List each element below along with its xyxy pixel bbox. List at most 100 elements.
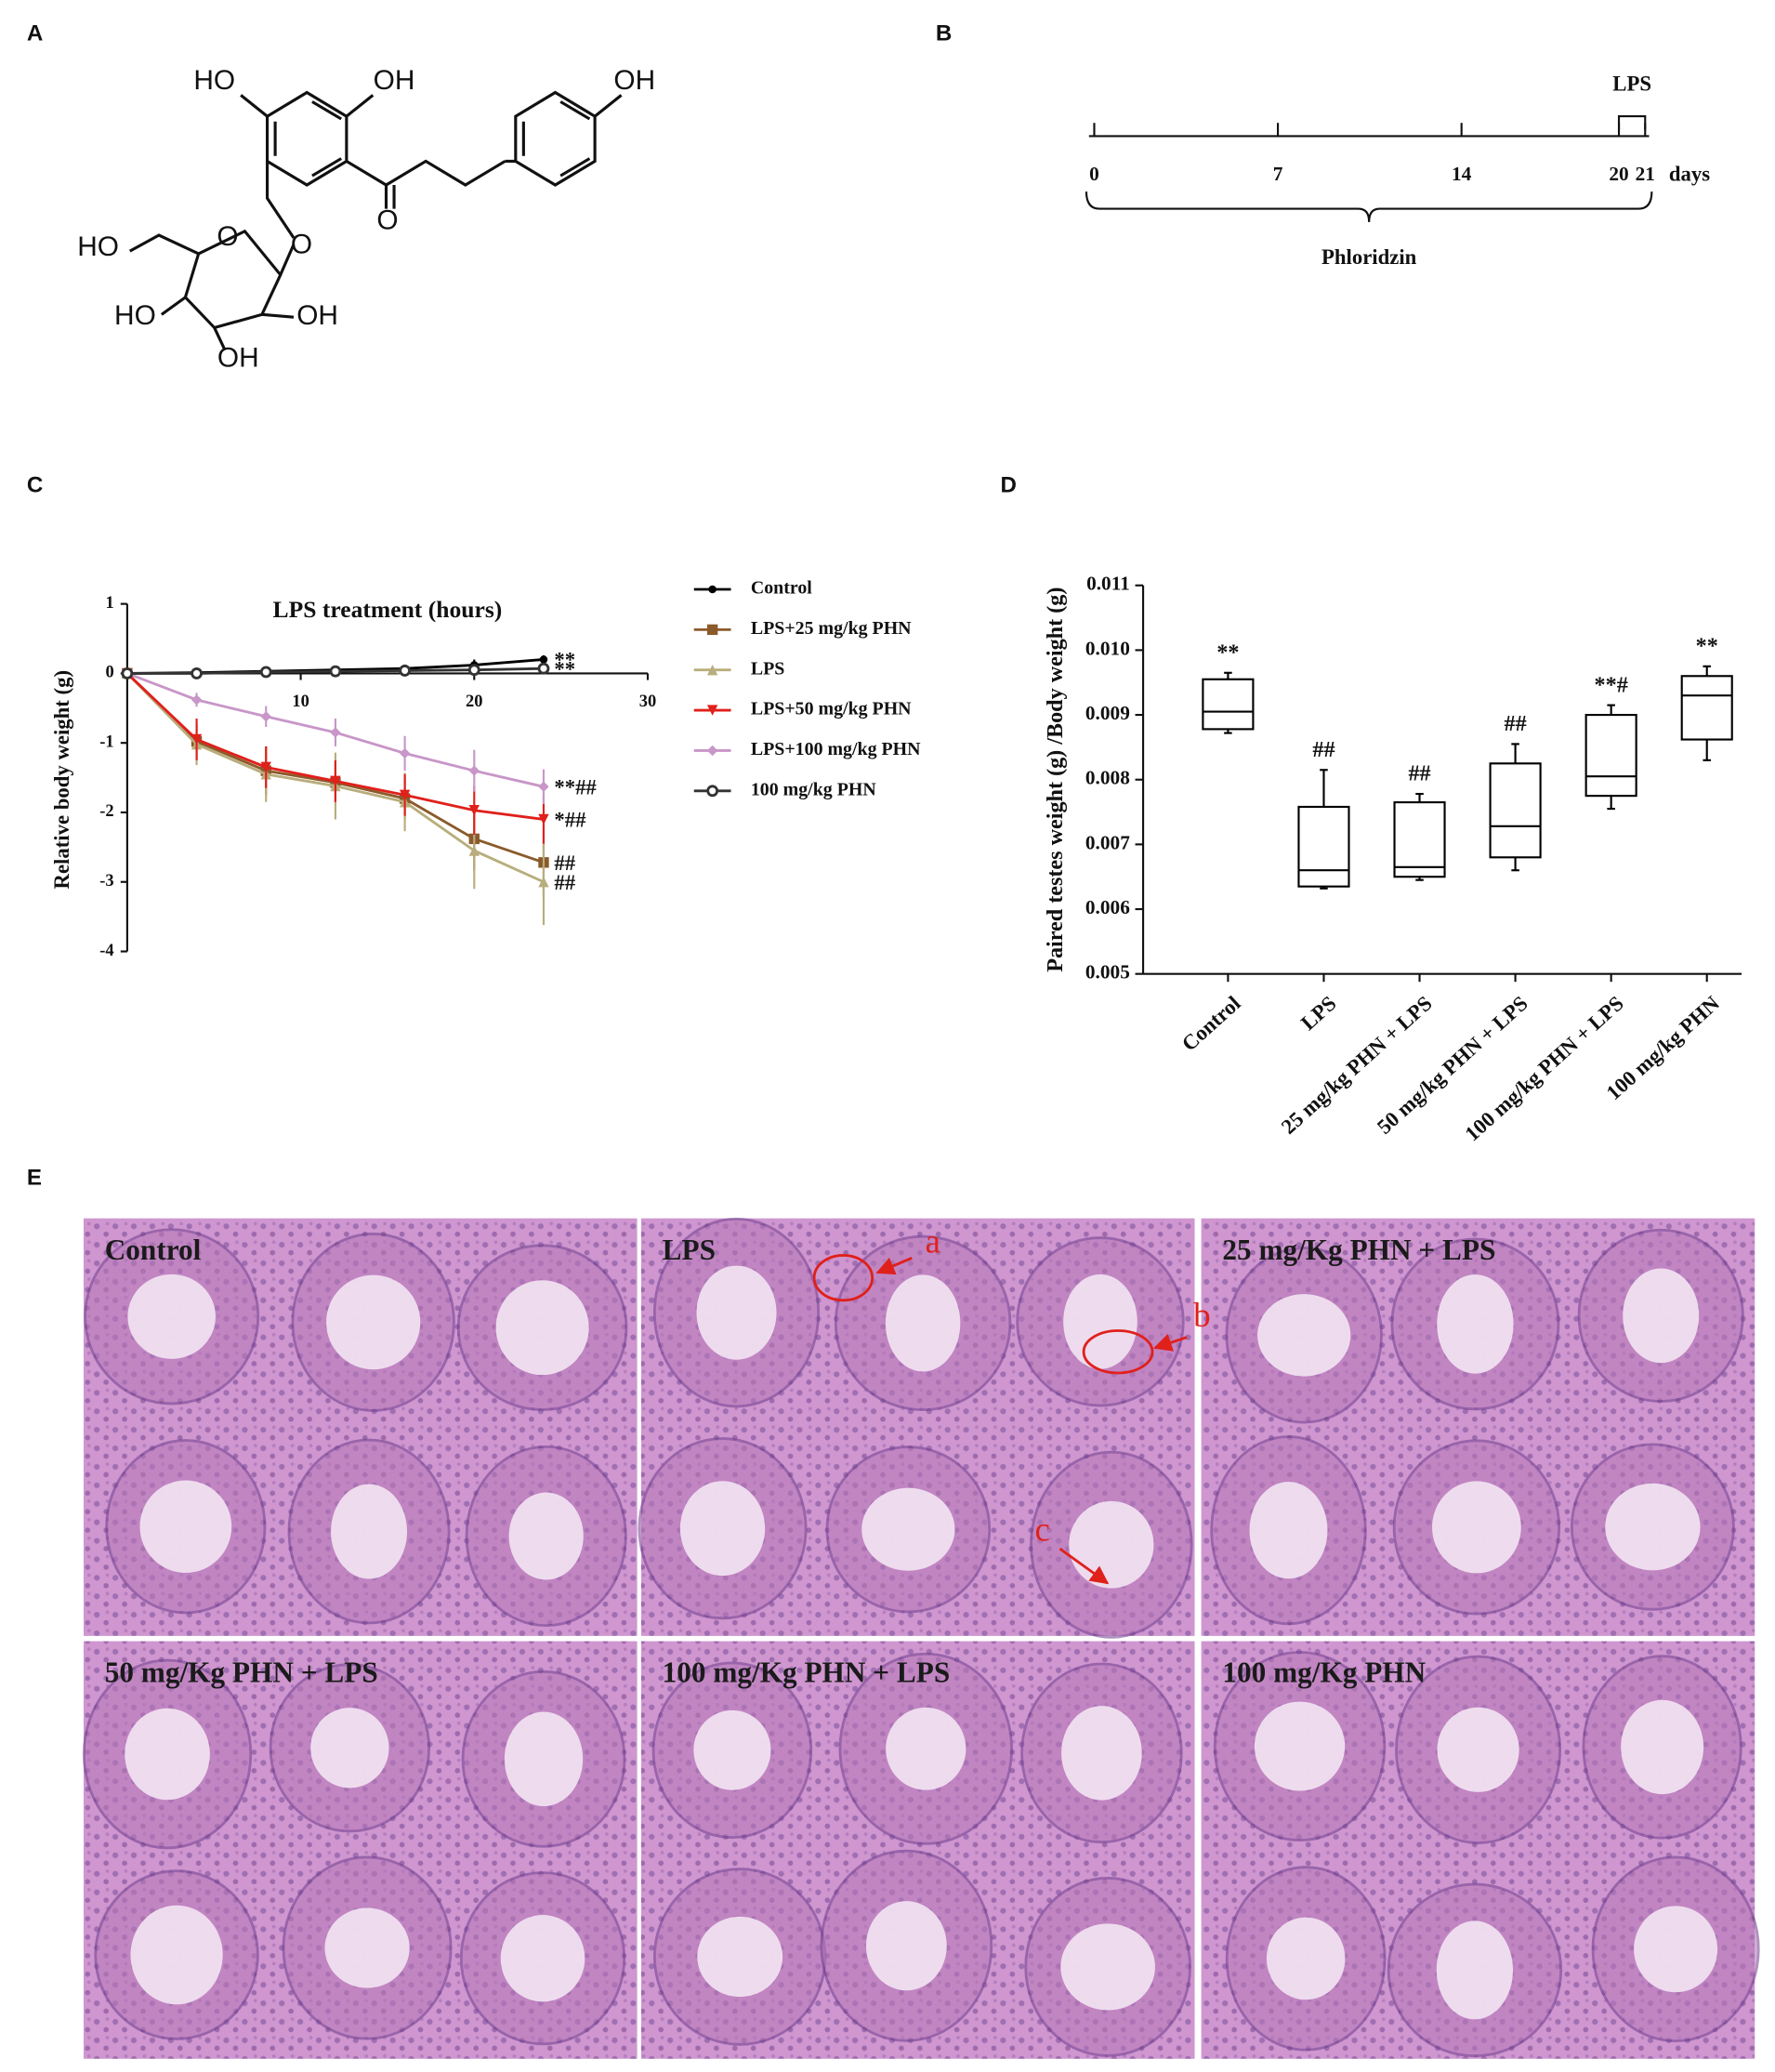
legend-label: 100 mg/kg PHN xyxy=(751,779,876,799)
point xyxy=(399,789,411,800)
point xyxy=(329,665,342,678)
box xyxy=(1680,675,1733,741)
significance-label: ## xyxy=(554,871,575,894)
series: ## xyxy=(122,667,576,926)
micrograph: LPS xyxy=(638,1217,1195,1639)
tubule-lumen xyxy=(1063,1274,1137,1369)
atom-label: O xyxy=(217,221,238,252)
y-tick-label: -1 xyxy=(99,732,113,750)
line-chart: -4 -3 -2 -1 0 1 10 20 30 LPS treatment (hours) Rel… xyxy=(50,578,921,959)
tubule-lumen xyxy=(1437,1274,1514,1374)
tubule-lumen xyxy=(504,1711,584,1807)
tubule-lumen xyxy=(865,1901,947,1991)
significance-label: **## xyxy=(554,775,597,798)
timeline-label: 7 xyxy=(1273,163,1283,185)
tubule-lumen xyxy=(1257,1294,1351,1377)
annotation-label: a xyxy=(926,1222,940,1260)
series: *## xyxy=(122,667,586,844)
timeline-unit: days xyxy=(1669,162,1710,185)
tubule-lumen xyxy=(1254,1701,1346,1791)
annotation-circle xyxy=(812,1254,874,1302)
atom-label: HO xyxy=(77,231,119,262)
point xyxy=(259,666,272,679)
point xyxy=(260,711,271,722)
atom-label: O xyxy=(376,205,398,236)
treatment-brace xyxy=(1085,191,1653,222)
y-tick-label: -2 xyxy=(99,801,113,820)
micrograph: 100 mg/Kg PHN xyxy=(1201,1641,1760,2059)
legend-label: LPS xyxy=(751,658,784,679)
atom-label: OH xyxy=(296,300,338,331)
x-tick-label: 20 xyxy=(466,692,482,710)
significance-label: ## xyxy=(1312,737,1335,762)
legend-label: LPS+100 mg/kg PHN xyxy=(751,739,921,759)
y-tick-label: 1 xyxy=(105,593,113,612)
legend-marker xyxy=(706,624,718,636)
legend-marker xyxy=(706,785,719,798)
atom-label: OH xyxy=(374,65,415,96)
point xyxy=(538,877,549,888)
tubule-lumen xyxy=(1266,1917,1346,2000)
significance-label: *## xyxy=(554,809,586,832)
significance-label: ** xyxy=(554,649,575,672)
point xyxy=(191,733,203,746)
significance-label: ## xyxy=(1505,711,1527,736)
tubule-lumen xyxy=(326,1274,421,1370)
challenge-label: LPS xyxy=(1612,73,1651,96)
atom-label: OH xyxy=(217,343,259,374)
y-tick-label: -4 xyxy=(99,941,113,959)
box xyxy=(1584,713,1637,798)
legend-label: Control xyxy=(751,578,812,599)
legend-marker xyxy=(708,585,717,594)
point xyxy=(330,775,341,787)
tubule-lumen xyxy=(1621,1699,1704,1795)
box-chart: 0.005 0.006 0.007 0.008 0.009 0.010 0.011 Paire… xyxy=(1043,573,1742,1146)
tubule-lumen xyxy=(693,1709,771,1790)
panel-label: B xyxy=(936,20,952,46)
annotation-label: c xyxy=(1035,1510,1050,1548)
annotation-arrow xyxy=(1058,1547,1110,1585)
y-tick-label: 0.005 xyxy=(1085,961,1130,983)
x-tick-label: 30 xyxy=(639,692,656,710)
y-tick-label: 0.007 xyxy=(1085,831,1130,853)
point xyxy=(399,747,411,759)
significance-label: ** xyxy=(1216,640,1239,665)
box xyxy=(1393,801,1446,878)
tubule-lumen xyxy=(1061,1706,1142,1801)
atom-label: O xyxy=(291,229,312,259)
point xyxy=(537,662,550,675)
significance-label: **# xyxy=(1595,672,1628,697)
tubule-lumen xyxy=(886,1707,966,1790)
point xyxy=(121,667,134,680)
box xyxy=(1297,805,1350,888)
y-tick-label: 0.010 xyxy=(1085,637,1130,659)
y-axis-label: Relative body weight (g) xyxy=(50,670,73,890)
x-tick-label: LPS xyxy=(1296,992,1341,1035)
tubule-lumen xyxy=(1249,1482,1328,1579)
chart-title: LPS treatment (hours) xyxy=(273,596,503,623)
point xyxy=(468,765,480,776)
tubule-lumen xyxy=(1069,1500,1154,1589)
panel-label: E xyxy=(27,1165,42,1190)
x-tick-label: 100 mg/kg PHN + LPS xyxy=(1461,992,1628,1146)
tubule-lumen xyxy=(1605,1483,1701,1571)
significance-label: ## xyxy=(1408,761,1430,786)
annotation-arrow xyxy=(1152,1333,1188,1352)
tubule-lumen xyxy=(125,1708,210,1801)
significance-label: ## xyxy=(554,851,575,875)
point xyxy=(468,805,480,816)
timeline: 0 7 14 20 21 days Phloridzin LPS xyxy=(1085,73,1710,269)
micrograph: 100 mg/Kg PHN + LPS xyxy=(640,1641,1195,2059)
atom-label: HO xyxy=(193,65,235,96)
atom-label: HO xyxy=(114,300,156,331)
micrograph: Control xyxy=(83,1218,638,1636)
box xyxy=(1202,678,1255,731)
micrograph-label: 50 mg/Kg PHN + LPS xyxy=(105,1656,378,1689)
challenge-bracket xyxy=(1617,115,1647,130)
legend-marker xyxy=(706,665,718,676)
tubule-lumen xyxy=(1432,1481,1521,1574)
legend-marker xyxy=(706,745,718,757)
legend-marker xyxy=(706,705,718,716)
point xyxy=(468,845,480,856)
